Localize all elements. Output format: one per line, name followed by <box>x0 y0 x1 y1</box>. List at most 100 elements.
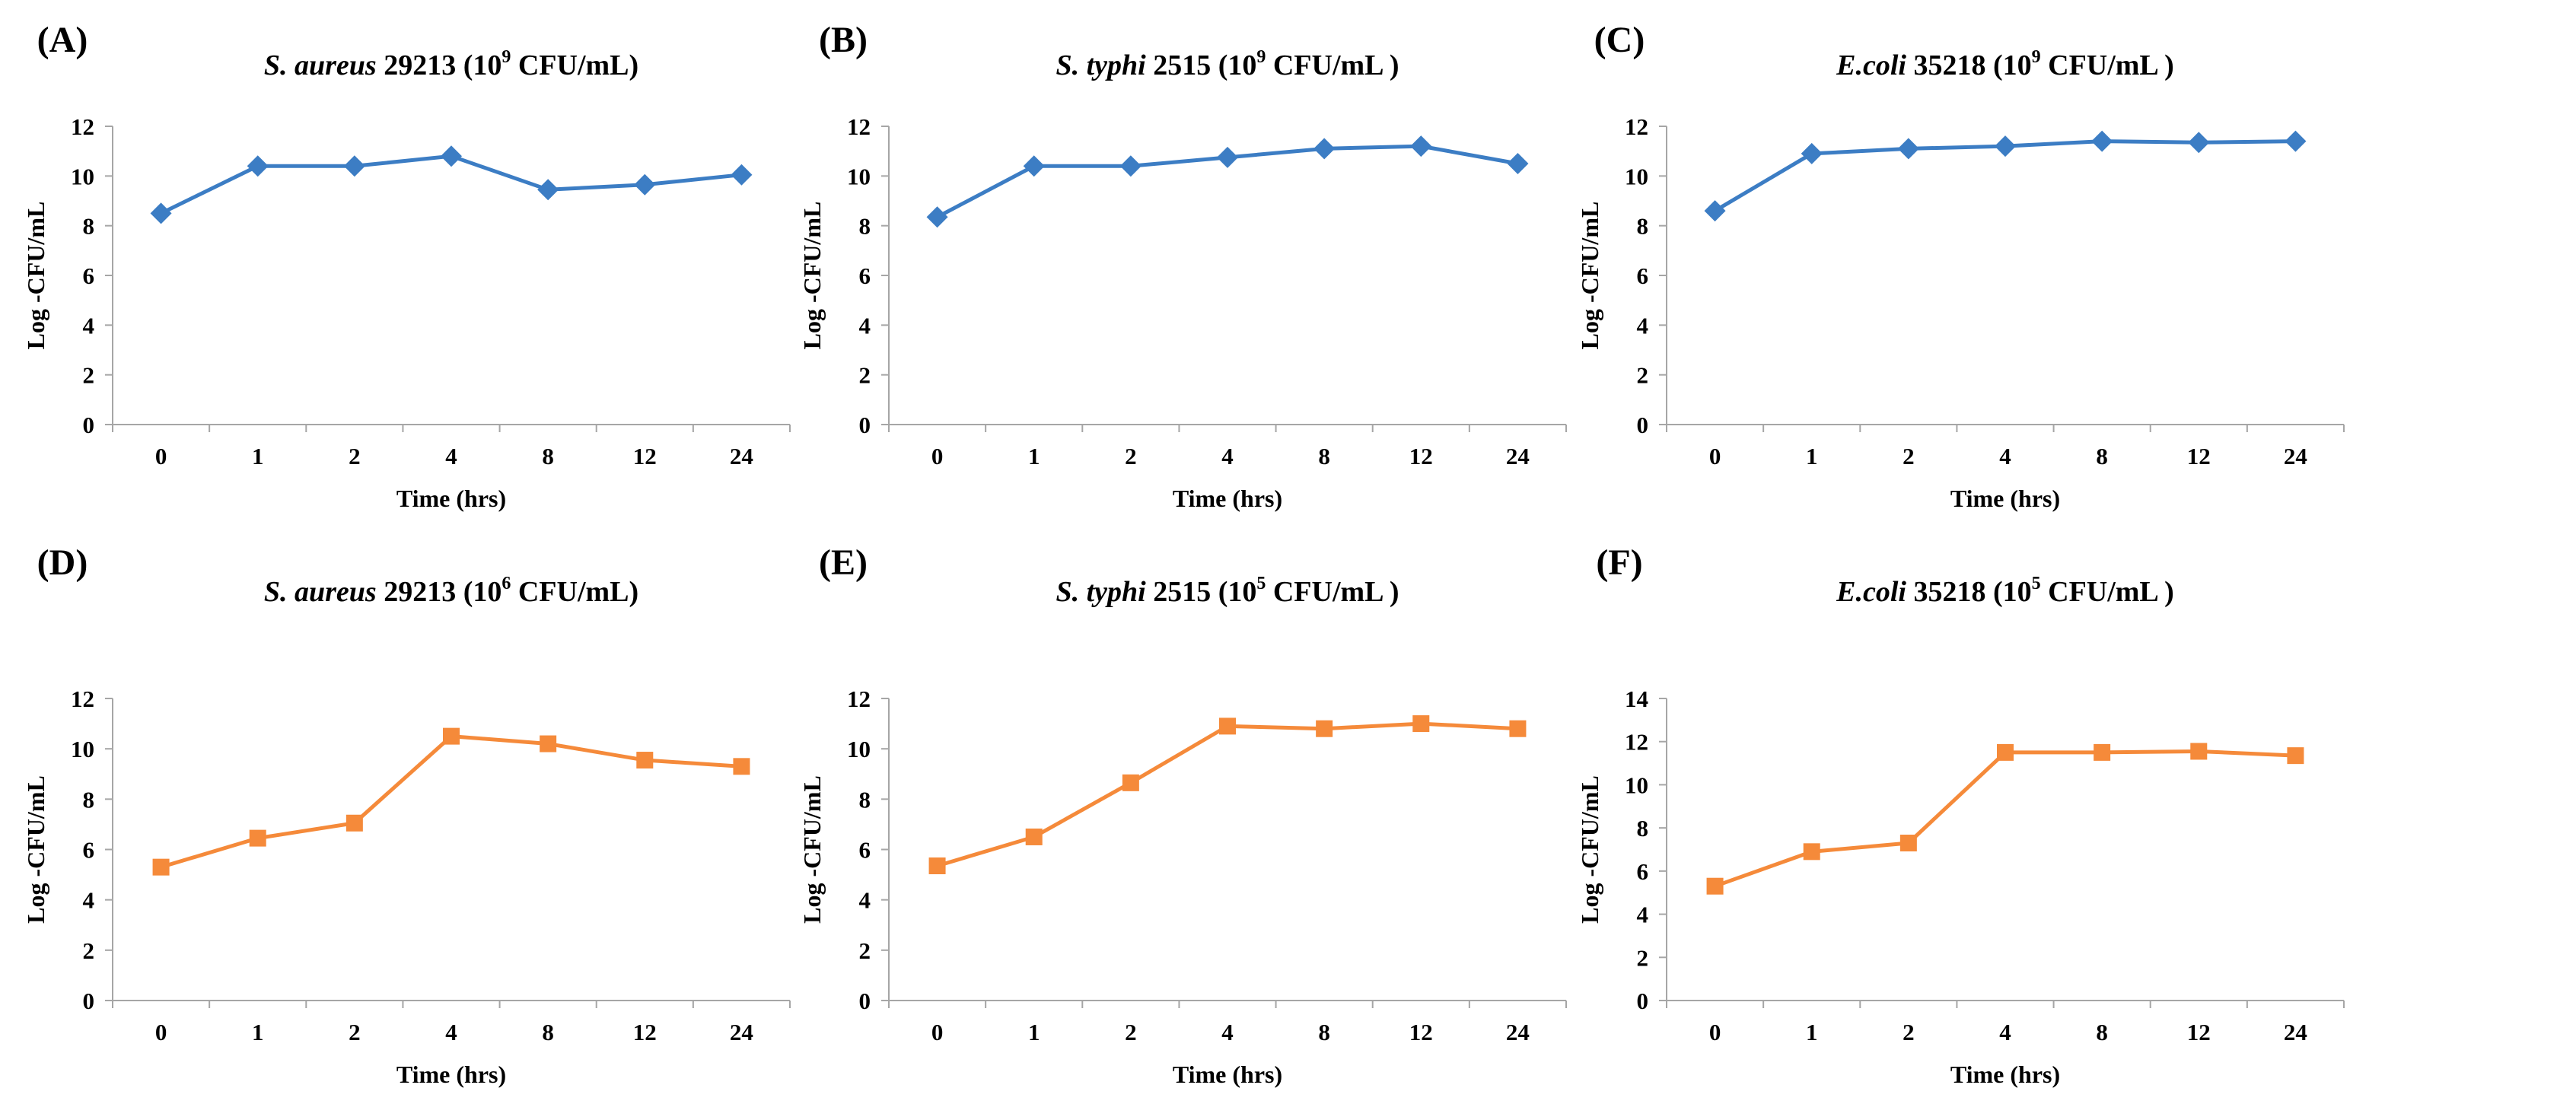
data-point <box>928 857 946 875</box>
x-tick-label: 1 <box>1806 443 1818 469</box>
y-tick-label: 8 <box>1637 815 1649 842</box>
x-tick-label: 1 <box>1806 1019 1818 1045</box>
data-point <box>1803 843 1820 861</box>
chart-title: E.coli 35218 (105 CFU/mL ) <box>1836 574 2174 608</box>
y-tick-label: 14 <box>1625 686 1648 712</box>
y-tick-label: 0 <box>859 412 871 438</box>
data-point <box>926 206 948 228</box>
y-tick-label: 4 <box>1637 902 1649 928</box>
x-axis-title: Time (hrs) <box>1950 485 2060 512</box>
y-tick-label: 2 <box>859 937 871 964</box>
y-tick-label: 4 <box>859 312 871 339</box>
data-point <box>636 752 654 769</box>
chart-title-unit: CFU/mL ) <box>1266 576 1399 608</box>
x-tick-label: 4 <box>1999 1019 2011 1045</box>
chart-title-exponent: 6 <box>502 574 511 593</box>
y-tick-label: 2 <box>83 937 95 964</box>
data-point <box>537 179 559 201</box>
y-tick-label: 6 <box>859 837 871 864</box>
data-point <box>1412 715 1430 733</box>
y-tick-label: 2 <box>859 362 871 389</box>
data-point <box>441 145 462 167</box>
data-point <box>1025 828 1043 845</box>
x-tick-label: 2 <box>1125 1019 1137 1045</box>
data-point <box>249 829 266 847</box>
data-point <box>343 155 365 177</box>
chart-title-exponent: 5 <box>1256 574 1266 593</box>
data-point <box>1316 720 1333 737</box>
x-tick-label: 4 <box>1221 1019 1234 1045</box>
panel-label: (F) <box>1596 542 1642 583</box>
y-tick-label: 10 <box>71 163 94 189</box>
panel-label: (B) <box>819 20 868 60</box>
chart-panel-a: (A)S. aureus 29213 (109 CFU/mL)024681012… <box>22 20 791 512</box>
y-tick-label: 0 <box>1637 412 1649 438</box>
y-tick-label: 8 <box>859 786 871 813</box>
x-tick-label: 2 <box>1903 443 1915 469</box>
chart-title-exponent: 5 <box>2032 574 2041 593</box>
x-axis-title: Time (hrs) <box>396 1061 506 1088</box>
y-tick-label: 10 <box>71 736 94 762</box>
y-tick-label: 0 <box>1637 988 1649 1014</box>
y-tick-label: 10 <box>1625 772 1648 798</box>
data-point <box>2094 743 2111 761</box>
chart-title-species: S. typhi <box>1056 49 1146 81</box>
chart-title: E.coli 35218 (109 CFU/mL ) <box>1836 47 2174 81</box>
data-point <box>2188 132 2210 154</box>
y-tick-label: 6 <box>83 837 95 864</box>
x-tick-label: 8 <box>542 1019 554 1045</box>
y-tick-label: 4 <box>83 312 95 339</box>
chart-title-strain: 29213 (10 <box>377 49 502 81</box>
x-tick-label: 4 <box>445 443 457 469</box>
panel-label: (E) <box>819 542 868 583</box>
data-point <box>1219 717 1236 735</box>
y-tick-label: 2 <box>1637 362 1649 389</box>
data-point <box>247 155 269 177</box>
chart-title-strain: 29213 (10 <box>377 576 502 608</box>
x-tick-label: 4 <box>1221 443 1234 469</box>
y-axis-title: Log -CFU/mL <box>22 202 49 350</box>
y-tick-label: 10 <box>847 163 871 189</box>
y-tick-label: 8 <box>859 213 871 240</box>
chart-title-exponent: 9 <box>2032 47 2041 67</box>
data-point <box>2190 743 2208 760</box>
x-tick-label: 24 <box>1506 443 1530 469</box>
y-tick-label: 6 <box>83 262 95 289</box>
x-axis-title: Time (hrs) <box>1950 1061 2060 1088</box>
x-tick-label: 0 <box>931 1019 944 1045</box>
x-tick-label: 12 <box>1409 1019 1433 1045</box>
y-tick-label: 6 <box>1637 858 1649 885</box>
y-tick-label: 2 <box>83 362 95 389</box>
x-tick-label: 0 <box>1709 1019 1721 1045</box>
x-tick-label: 8 <box>2096 443 2108 469</box>
chart-title-exponent: 9 <box>502 47 511 67</box>
data-point <box>1995 135 2016 157</box>
series-line <box>1714 749 2296 889</box>
data-point <box>2287 747 2304 765</box>
x-tick-label: 1 <box>1028 1019 1040 1045</box>
x-tick-label: 12 <box>633 1019 657 1045</box>
y-tick-label: 8 <box>1637 213 1649 240</box>
y-axis-title: Log -CFU/mL <box>1576 202 1603 350</box>
x-axis-title: Time (hrs) <box>1173 1061 1282 1088</box>
chart-title-species: E.coli <box>1836 49 1906 81</box>
y-tick-label: 4 <box>83 887 95 914</box>
chart-panel-d: (D)S. aureus 29213 (106 CFU/mL)024681012… <box>22 542 791 1088</box>
chart-title-unit: CFU/mL) <box>511 576 638 608</box>
panel-label: (A) <box>37 20 88 60</box>
data-point <box>1509 720 1527 737</box>
chart-title-unit: CFU/mL ) <box>2041 576 2174 608</box>
data-point <box>2285 130 2307 152</box>
data-point <box>1706 877 1724 895</box>
data-point <box>2091 130 2113 152</box>
y-tick-label: 4 <box>859 887 871 914</box>
x-tick-label: 2 <box>1125 443 1137 469</box>
x-tick-label: 24 <box>730 1019 753 1045</box>
y-tick-label: 12 <box>847 113 871 140</box>
data-point <box>1507 153 1529 174</box>
y-tick-label: 0 <box>859 988 871 1014</box>
x-axis-title: Time (hrs) <box>1173 485 1282 512</box>
x-tick-label: 1 <box>252 443 264 469</box>
